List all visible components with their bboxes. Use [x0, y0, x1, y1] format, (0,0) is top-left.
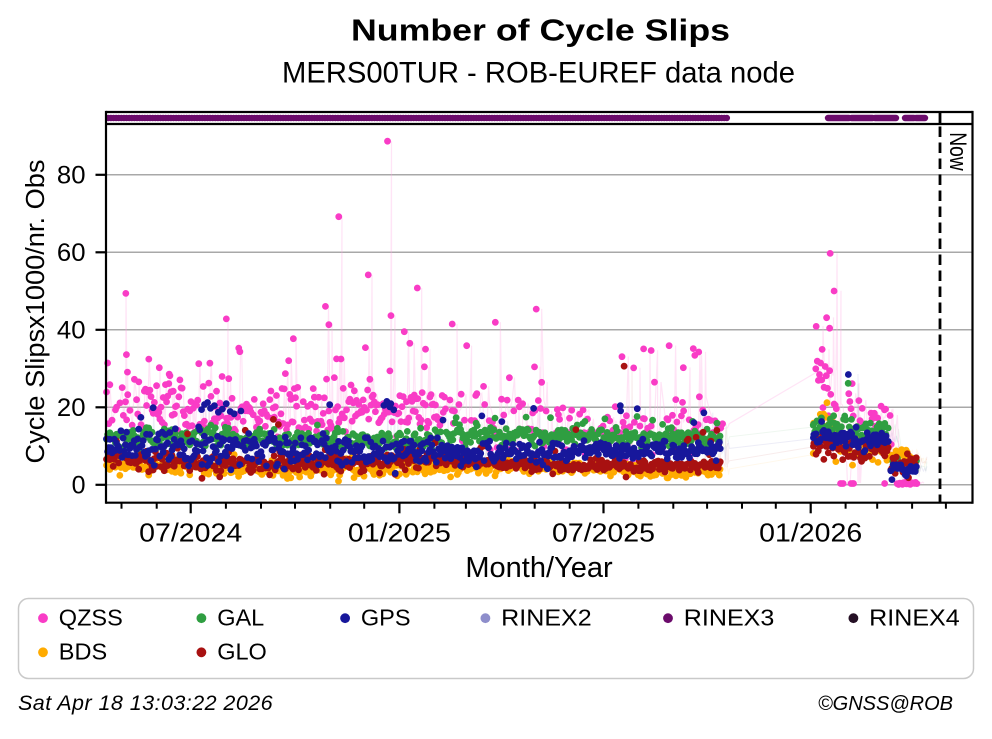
svg-text:RINEX3: RINEX3: [684, 604, 775, 630]
svg-text:40: 40: [57, 317, 86, 345]
svg-text:GAL: GAL: [217, 604, 264, 630]
svg-text:Sat Apr 18 13:03:22 2026: Sat Apr 18 13:03:22 2026: [18, 691, 273, 715]
svg-text:Month/Year: Month/Year: [465, 552, 613, 584]
svg-text:01/2026: 01/2026: [759, 518, 862, 548]
svg-text:01/2025: 01/2025: [348, 518, 451, 548]
svg-text:20: 20: [57, 394, 86, 422]
svg-text:Number of Cycle Slips: Number of Cycle Slips: [351, 13, 730, 48]
svg-text:GLO: GLO: [217, 638, 267, 664]
svg-text:60: 60: [57, 239, 86, 267]
svg-text:BDS: BDS: [59, 638, 107, 664]
svg-text:RINEX4: RINEX4: [869, 604, 960, 630]
svg-text:MERS00TUR - ROB-EUREF data nod: MERS00TUR - ROB-EUREF data node: [282, 57, 795, 90]
svg-text:QZSS: QZSS: [59, 604, 123, 630]
svg-text:80: 80: [57, 162, 86, 190]
svg-text:07/2024: 07/2024: [139, 518, 242, 548]
svg-text:GPS: GPS: [361, 604, 411, 630]
svg-text:07/2025: 07/2025: [552, 518, 655, 548]
svg-text:Cycle Slipsx1000/nr. Obs: Cycle Slipsx1000/nr. Obs: [22, 160, 50, 464]
svg-text:©GNSS@ROB: ©GNSS@ROB: [818, 693, 953, 715]
svg-text:RINEX2: RINEX2: [501, 604, 592, 630]
svg-text:Now: Now: [944, 132, 971, 171]
svg-text:0: 0: [72, 472, 86, 500]
